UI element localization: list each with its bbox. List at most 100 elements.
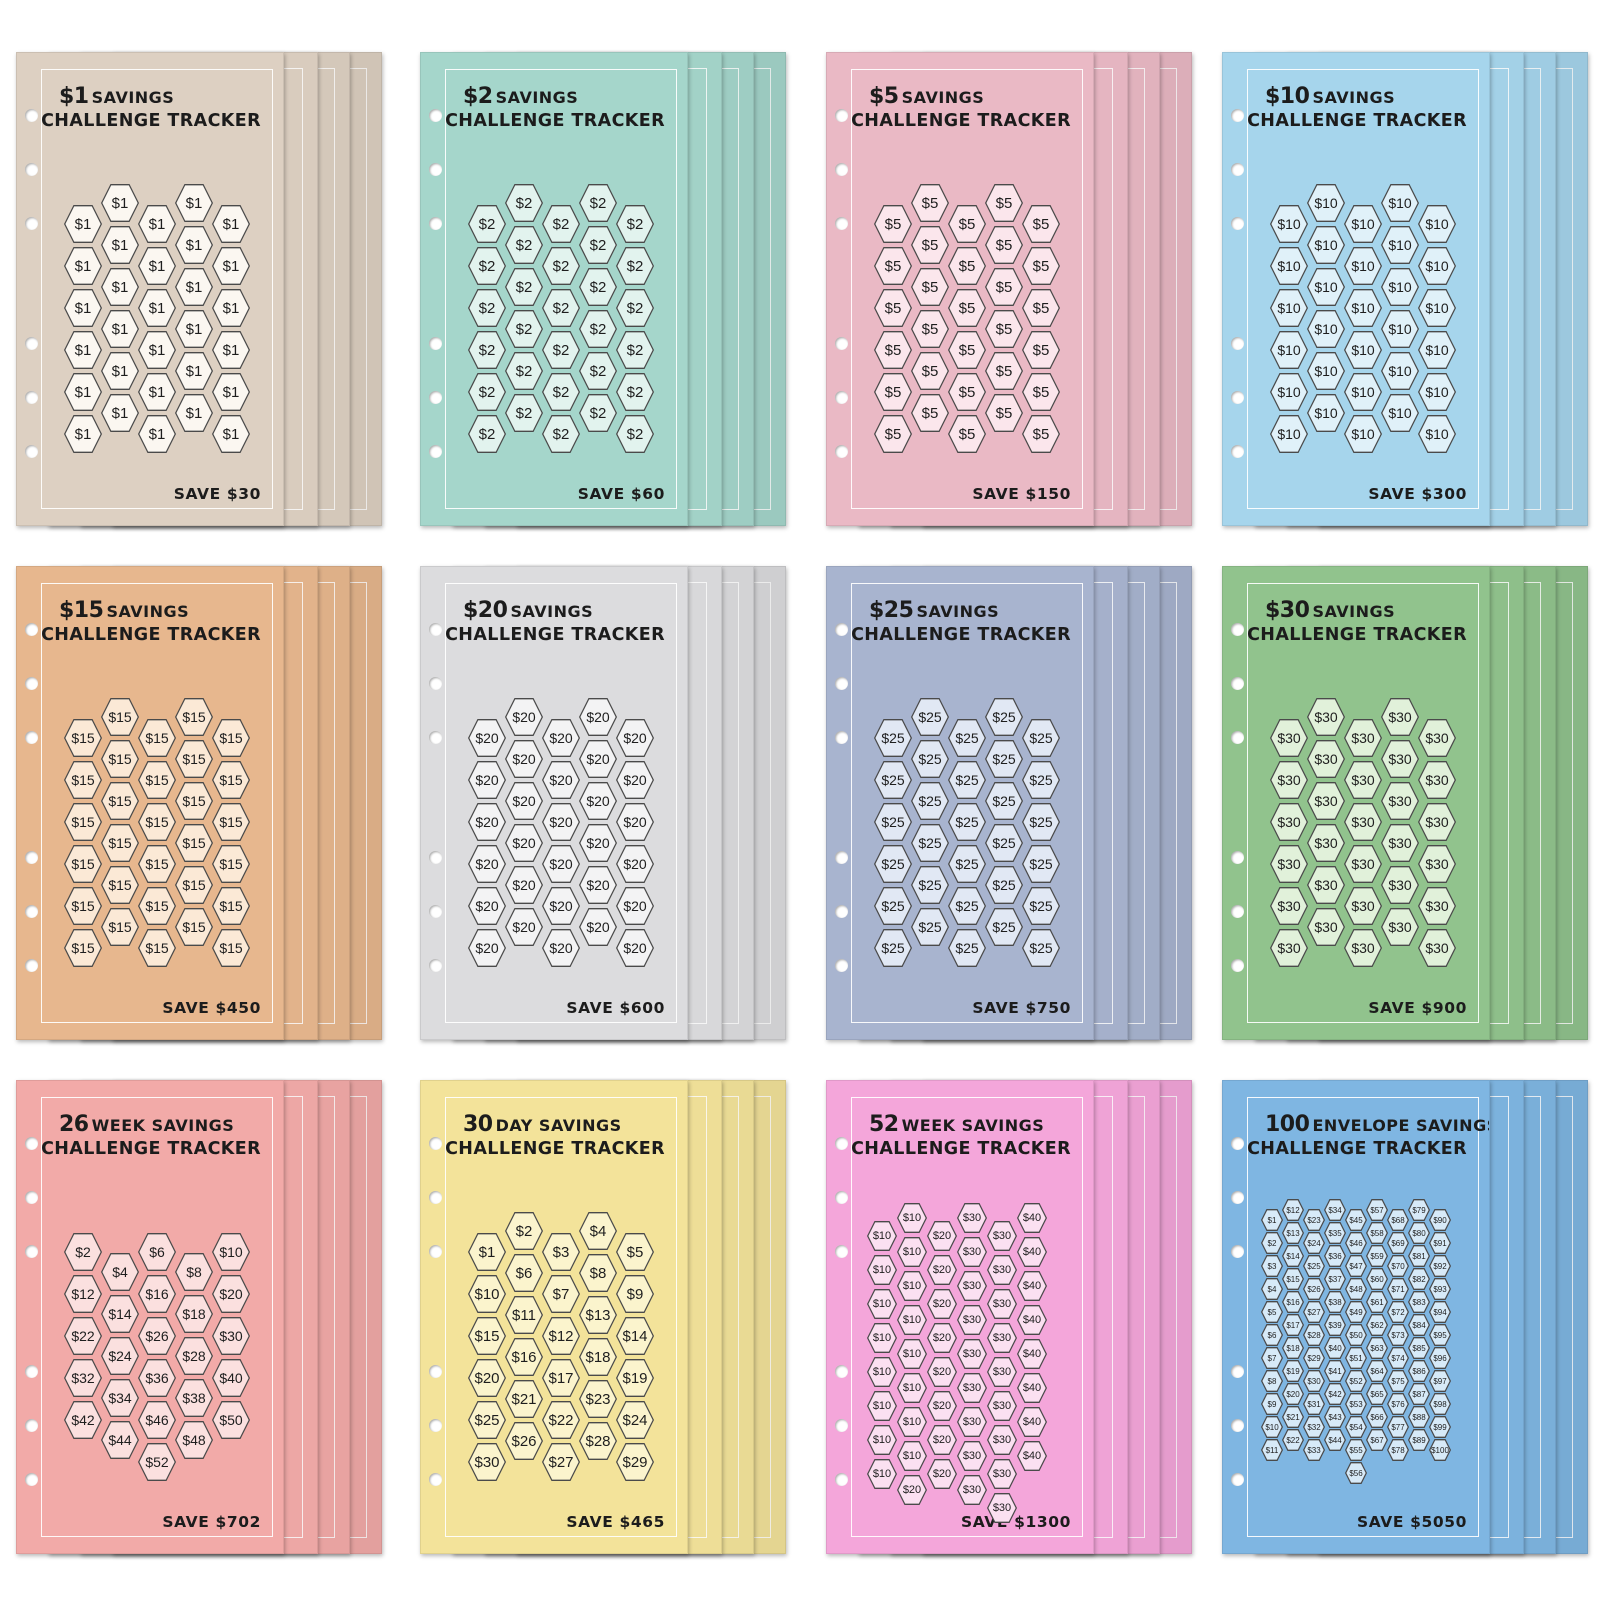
savings-hex-cell[interactable]: $10 — [897, 1339, 927, 1369]
savings-hex-cell[interactable]: $20 — [468, 887, 506, 925]
savings-hex-cell[interactable]: $10 — [1307, 184, 1345, 222]
savings-hex-cell[interactable]: $13 — [579, 1296, 617, 1334]
savings-hex-cell[interactable]: $2 — [64, 1233, 102, 1271]
tracker-sheet-front[interactable]: $30 SAVINGS CHALLENGE TRACKER SAVE $900 $30 $… — [1222, 566, 1490, 1040]
savings-hex-cell[interactable]: $10 — [897, 1305, 927, 1335]
savings-hex-cell[interactable]: $1 — [138, 331, 176, 369]
savings-hex-cell[interactable]: $20 — [468, 761, 506, 799]
savings-hex-cell[interactable]: $30 — [957, 1237, 987, 1267]
savings-hex-cell[interactable]: $21 — [505, 1380, 543, 1418]
savings-hex-cell[interactable]: $1 — [101, 394, 139, 432]
savings-hex-cell[interactable]: $17 — [1282, 1314, 1304, 1336]
savings-hex-cell[interactable]: $15 — [468, 1317, 506, 1355]
savings-hex-cell[interactable]: $10 — [1270, 247, 1308, 285]
savings-hex-cell[interactable]: $55 — [1345, 1439, 1367, 1461]
savings-hex-cell[interactable]: $25 — [1303, 1255, 1325, 1277]
savings-hex-cell[interactable]: $30 — [1303, 1370, 1325, 1392]
savings-hex-cell[interactable]: $1 — [468, 1233, 506, 1271]
savings-hex-cell[interactable]: $14 — [101, 1295, 139, 1333]
savings-hex-cell[interactable]: $10 — [1270, 415, 1308, 453]
savings-hex-cell[interactable]: $29 — [1303, 1347, 1325, 1369]
tracker-sheet-front[interactable]: 30 DAY SAVINGS CHALLENGE TRACKER SAVE $465 $… — [420, 1080, 688, 1554]
savings-hex-cell[interactable]: $10 — [1270, 289, 1308, 327]
savings-hex-cell[interactable]: $20 — [468, 845, 506, 883]
savings-hex-cell[interactable]: $30 — [957, 1373, 987, 1403]
savings-hex-cell[interactable]: $47 — [1345, 1255, 1367, 1277]
savings-hex-cell[interactable]: $30 — [1381, 866, 1419, 904]
savings-hex-cell[interactable]: $10 — [1418, 415, 1456, 453]
savings-hex-cell[interactable]: $10 — [1381, 394, 1419, 432]
savings-hex-cell[interactable]: $30 — [468, 1443, 506, 1481]
savings-hex-cell[interactable]: $60 — [1366, 1268, 1388, 1290]
savings-hex-cell[interactable]: $4 — [1261, 1278, 1283, 1300]
savings-hex-cell[interactable]: $5 — [1022, 415, 1060, 453]
savings-hex-cell[interactable]: $20 — [897, 1475, 927, 1505]
savings-hex-cell[interactable]: $30 — [1270, 761, 1308, 799]
savings-hex-cell[interactable]: $2 — [505, 310, 543, 348]
tracker-sheet-front[interactable]: $5 SAVINGS CHALLENGE TRACKER SAVE $150 $5 $5 $… — [826, 52, 1094, 526]
savings-hex-cell[interactable]: $7 — [542, 1275, 580, 1313]
savings-hex-cell[interactable]: $41 — [1324, 1360, 1346, 1382]
savings-hex-cell[interactable]: $20 — [468, 719, 506, 757]
savings-hex-cell[interactable]: $10 — [1270, 373, 1308, 411]
savings-hex-cell[interactable]: $1 — [64, 247, 102, 285]
savings-hex-cell[interactable]: $3 — [1261, 1255, 1283, 1277]
savings-hex-cell[interactable]: $30 — [1307, 740, 1345, 778]
savings-hex-cell[interactable]: $1 — [175, 268, 213, 306]
savings-hex-cell[interactable]: $50 — [212, 1401, 250, 1439]
savings-hex-cell[interactable]: $30 — [1418, 887, 1456, 925]
savings-hex-cell[interactable]: $5 — [1022, 289, 1060, 327]
savings-hex-cell[interactable]: $30 — [957, 1271, 987, 1301]
savings-hex-cell[interactable]: $35 — [1324, 1222, 1346, 1244]
savings-hex-cell[interactable]: $64 — [1366, 1360, 1388, 1382]
savings-hex-cell[interactable]: $1 — [64, 415, 102, 453]
savings-hex-cell[interactable]: $24 — [101, 1337, 139, 1375]
savings-hex-cell[interactable]: $30 — [987, 1391, 1017, 1421]
savings-hex-cell[interactable]: $10 — [1418, 331, 1456, 369]
savings-hex-cell[interactable]: $30 — [1418, 929, 1456, 967]
savings-hex-cell[interactable]: $94 — [1429, 1301, 1451, 1323]
savings-hex-cell[interactable]: $53 — [1345, 1393, 1367, 1415]
savings-hex-cell[interactable]: $73 — [1387, 1324, 1409, 1346]
savings-hex-cell[interactable]: $76 — [1387, 1393, 1409, 1415]
savings-hex-cell[interactable]: $10 — [867, 1459, 897, 1489]
savings-hex-cell[interactable]: $16 — [505, 1338, 543, 1376]
savings-hex-cell[interactable]: $10 — [867, 1323, 897, 1353]
savings-hex-cell[interactable]: $33 — [1303, 1439, 1325, 1461]
savings-hex-cell[interactable]: $16 — [1282, 1291, 1304, 1313]
savings-hex-cell[interactable]: $34 — [1324, 1199, 1346, 1221]
savings-hex-cell[interactable]: $71 — [1387, 1278, 1409, 1300]
savings-hex-cell[interactable]: $15 — [1282, 1268, 1304, 1290]
savings-hex-cell[interactable]: $30 — [1418, 719, 1456, 757]
savings-hex-cell[interactable]: $40 — [1017, 1407, 1047, 1437]
savings-hex-cell[interactable]: $52 — [138, 1443, 176, 1481]
savings-hex-cell[interactable]: $2 — [468, 205, 506, 243]
savings-hex-cell[interactable]: $44 — [101, 1421, 139, 1459]
savings-hex-cell[interactable]: $30 — [1381, 782, 1419, 820]
savings-hex-cell[interactable]: $83 — [1408, 1291, 1430, 1313]
savings-hex-cell[interactable]: $4 — [579, 1212, 617, 1250]
savings-hex-cell[interactable]: $1 — [101, 184, 139, 222]
savings-hex-cell[interactable]: $40 — [1017, 1237, 1047, 1267]
savings-hex-cell[interactable]: $10 — [1307, 226, 1345, 264]
savings-hex-cell[interactable]: $10 — [1418, 289, 1456, 327]
savings-hex-cell[interactable]: $20 — [927, 1289, 957, 1319]
savings-hex-cell[interactable]: $6 — [138, 1233, 176, 1271]
savings-hex-cell[interactable]: $10 — [897, 1373, 927, 1403]
savings-hex-cell[interactable]: $25 — [1022, 929, 1060, 967]
savings-hex-cell[interactable]: $75 — [1387, 1370, 1409, 1392]
savings-hex-cell[interactable]: $85 — [1408, 1337, 1430, 1359]
savings-hex-cell[interactable]: $49 — [1345, 1301, 1367, 1323]
savings-hex-cell[interactable]: $26 — [505, 1422, 543, 1460]
savings-hex-cell[interactable]: $20 — [927, 1323, 957, 1353]
savings-hex-cell[interactable]: $38 — [175, 1379, 213, 1417]
savings-hex-cell[interactable]: $63 — [1366, 1337, 1388, 1359]
savings-hex-cell[interactable]: $20 — [505, 866, 543, 904]
savings-hex-cell[interactable]: $86 — [1408, 1360, 1430, 1382]
savings-hex-cell[interactable]: $10 — [1307, 394, 1345, 432]
savings-hex-cell[interactable]: $10 — [867, 1255, 897, 1285]
savings-hex-cell[interactable]: $40 — [1017, 1441, 1047, 1471]
savings-hex-cell[interactable]: $1 — [101, 352, 139, 390]
savings-hex-cell[interactable]: $30 — [1344, 887, 1382, 925]
savings-hex-cell[interactable]: $5 — [1022, 331, 1060, 369]
